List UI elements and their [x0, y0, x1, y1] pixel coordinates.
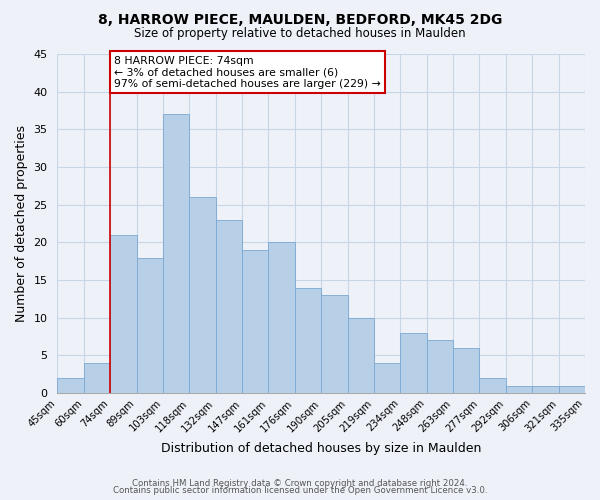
- Text: 8, HARROW PIECE, MAULDEN, BEDFORD, MK45 2DG: 8, HARROW PIECE, MAULDEN, BEDFORD, MK45 …: [98, 12, 502, 26]
- Bar: [137, 258, 163, 393]
- Bar: [453, 348, 479, 393]
- Bar: [84, 363, 110, 393]
- Text: Contains public sector information licensed under the Open Government Licence v3: Contains public sector information licen…: [113, 486, 487, 495]
- Bar: [321, 295, 347, 393]
- Bar: [506, 386, 532, 393]
- Bar: [347, 318, 374, 393]
- Text: Contains HM Land Registry data © Crown copyright and database right 2024.: Contains HM Land Registry data © Crown c…: [132, 478, 468, 488]
- Bar: [215, 220, 242, 393]
- Bar: [532, 386, 559, 393]
- Bar: [295, 288, 321, 393]
- Bar: [58, 378, 84, 393]
- Bar: [427, 340, 453, 393]
- Bar: [400, 333, 427, 393]
- Bar: [190, 197, 215, 393]
- X-axis label: Distribution of detached houses by size in Maulden: Distribution of detached houses by size …: [161, 442, 481, 455]
- Text: Size of property relative to detached houses in Maulden: Size of property relative to detached ho…: [134, 28, 466, 40]
- Bar: [374, 363, 400, 393]
- Bar: [163, 114, 190, 393]
- Bar: [268, 242, 295, 393]
- Y-axis label: Number of detached properties: Number of detached properties: [15, 125, 28, 322]
- Bar: [559, 386, 585, 393]
- Bar: [242, 250, 268, 393]
- Text: 8 HARROW PIECE: 74sqm
← 3% of detached houses are smaller (6)
97% of semi-detach: 8 HARROW PIECE: 74sqm ← 3% of detached h…: [114, 56, 381, 88]
- Bar: [479, 378, 506, 393]
- Bar: [110, 235, 137, 393]
